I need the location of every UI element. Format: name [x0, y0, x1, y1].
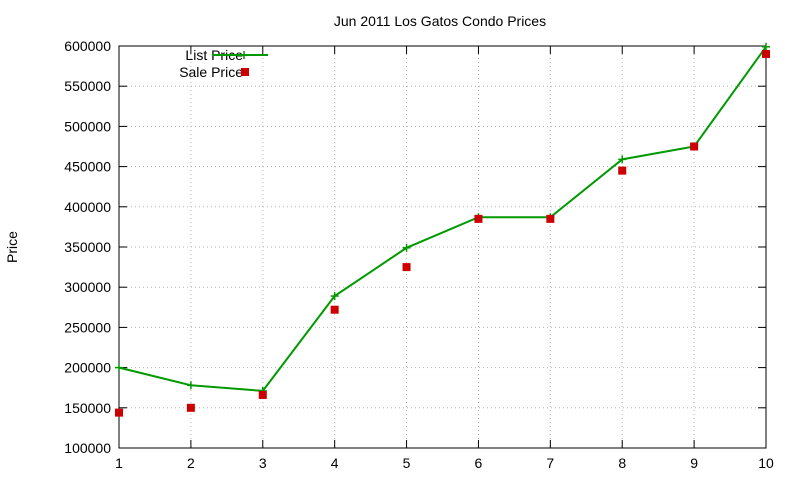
- x-tick-label: 9: [690, 455, 698, 471]
- sale-price-point: [762, 50, 770, 59]
- y-axis-label: Price: [4, 231, 20, 263]
- x-tick-label: 2: [187, 455, 195, 471]
- list-price-point: [330, 292, 339, 301]
- x-tick-label: 5: [403, 455, 411, 471]
- sale-price-point: [115, 408, 123, 417]
- list-price-line: [118, 46, 767, 392]
- list-price-point: [762, 42, 770, 51]
- x-tick-label: 6: [475, 455, 483, 471]
- sale-price-point: [402, 263, 411, 272]
- y-tick-label: 250000: [64, 319, 111, 335]
- legend-sale-price-label: Sale Price: [179, 64, 243, 80]
- sale-price-point: [618, 166, 627, 175]
- y-tick-label: 200000: [64, 360, 111, 376]
- y-tick-label: 450000: [64, 159, 111, 175]
- y-tick-label: 100000: [64, 440, 111, 456]
- list-price-point: [186, 381, 195, 390]
- x-tick-label: 7: [546, 455, 554, 471]
- series: [115, 42, 770, 417]
- sale-price-point: [474, 214, 483, 223]
- x-tick-label: 10: [758, 455, 774, 471]
- x-tick-label: 4: [331, 455, 339, 471]
- sale-price-point: [546, 214, 555, 223]
- list-price-point: [115, 363, 123, 372]
- x-tick-label: 1: [115, 455, 123, 471]
- y-tick-label: 150000: [64, 400, 111, 416]
- sale-price-point: [690, 142, 699, 151]
- sale-price-point: [186, 403, 195, 412]
- y-tick-label: 350000: [64, 239, 111, 255]
- ticks: 100000 150000 200000 250000 300000 350000 4000…: [64, 38, 774, 471]
- x-tick-label: 8: [618, 455, 626, 471]
- y-tick-label: 300000: [64, 279, 111, 295]
- sale-price-point: [330, 305, 339, 314]
- y-tick-label: 550000: [64, 78, 111, 94]
- y-tick-label: 600000: [64, 38, 111, 54]
- list-price-point: [618, 155, 627, 164]
- sale-price-point: [258, 390, 267, 399]
- x-tick-label: 3: [259, 455, 267, 471]
- chart-title: Jun 2011 Los Gatos Condo Prices: [334, 13, 546, 29]
- y-tick-label: 400000: [64, 199, 111, 215]
- y-tick-label: 500000: [64, 118, 111, 134]
- list-price-point: [402, 243, 411, 252]
- legend-sale-price-marker: [241, 68, 249, 76]
